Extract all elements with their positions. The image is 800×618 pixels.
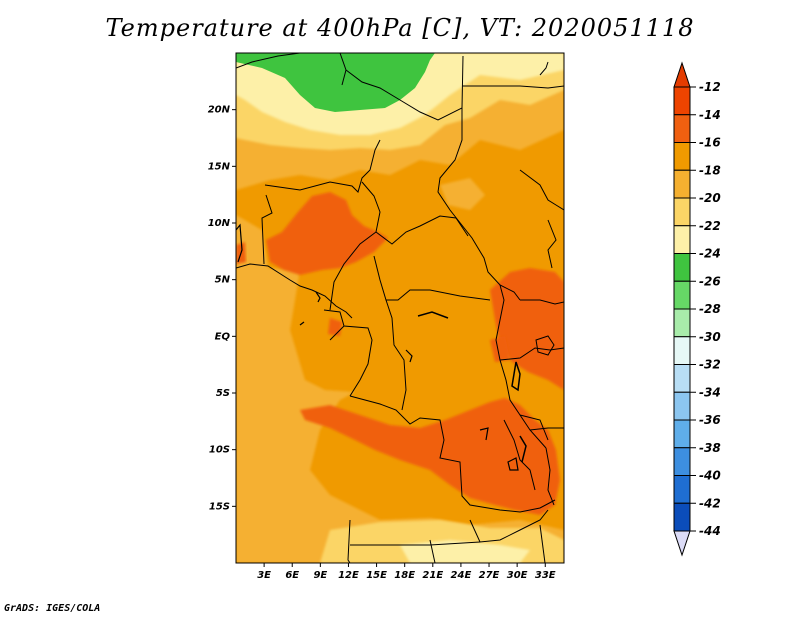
colorbar-label: -14 [699, 108, 721, 122]
colorbar-swatch [673, 225, 691, 254]
y-tick-label: EQ [215, 331, 231, 342]
colorbar-label: -42 [699, 496, 721, 510]
y-tick-label: 10N [208, 218, 231, 229]
colorbar-swatch [673, 169, 691, 199]
colorbar-swatch [673, 280, 691, 310]
region-green-cold-pool [236, 53, 435, 112]
grads-footer: GrADS: IGES/COLA [4, 603, 101, 614]
colorbar-swatch [673, 475, 691, 504]
y-tick-label: 15N [208, 161, 231, 172]
x-tick-label: 15E [366, 570, 387, 581]
x-tick-label: 18E [394, 570, 415, 581]
colorbar-label: -32 [699, 358, 721, 372]
colorbar-label: -26 [699, 274, 721, 288]
temperature-field [236, 53, 564, 563]
chart-title: Temperature at 400hPa [C], VT: 202005111… [105, 14, 695, 42]
x-tick-label: 27E [479, 570, 500, 581]
x-tick-label: 6E [285, 570, 299, 581]
y-tick-label: 5S [216, 388, 230, 399]
colorbar-under-triangle [673, 530, 691, 557]
colorbar-swatch [673, 419, 691, 449]
colorbar-label: -12 [699, 80, 721, 94]
x-tick-label: 9E [313, 570, 327, 581]
colorbar-label: -44 [699, 524, 721, 538]
plot-frame [235, 52, 565, 564]
colorbar-swatch [673, 308, 691, 338]
y-tick-label: 5N [215, 275, 231, 286]
x-tick-label: 12E [338, 570, 359, 581]
region-dark-orange-south [300, 398, 560, 515]
colorbar-swatch [673, 502, 691, 532]
colorbar-swatch [673, 447, 691, 476]
x-tick-label: 30E [507, 570, 528, 581]
colorbar-swatch [673, 197, 691, 227]
colorbar-label: -36 [699, 413, 721, 427]
colorbar: -12 -14 -16 -18 -20 -22 -24 -26 -28 -30 -32 -34 -36 -… [673, 61, 721, 557]
y-tick-label: 20N [208, 105, 231, 116]
x-tick-label: 21E [422, 570, 443, 581]
colorbar-label: -34 [699, 385, 721, 399]
colorbar-label: -28 [699, 302, 721, 316]
colorbar-label: -40 [699, 469, 721, 483]
x-tick-label: 3E [257, 570, 271, 581]
colorbar-swatch [673, 142, 691, 171]
colorbar-swatch [673, 336, 691, 365]
colorbar-label: -22 [699, 219, 721, 233]
region-dark-orange-patch-2 [490, 336, 510, 362]
x-axis: 3E 6E 9E 12E 15E 18E 21E 24E 27E 30E 33E [257, 563, 556, 581]
coastline-islands [236, 223, 519, 471]
country-borders [236, 53, 564, 563]
colorbar-swatch [673, 114, 691, 143]
region-pale-south [400, 540, 530, 563]
y-tick-label: 15S [209, 501, 230, 512]
colorbar-label: -20 [699, 191, 721, 205]
colorbar-swatch [673, 86, 691, 116]
region-dark-orange-east [490, 268, 564, 390]
colorbar-over-triangle [673, 61, 691, 88]
y-axis: 20N 15N 10N 5N EQ 5S 10S 15S [208, 105, 236, 512]
colorbar-label: -38 [699, 441, 721, 455]
colorbar-label: -18 [699, 163, 721, 177]
colorbar-label: -30 [699, 330, 721, 344]
colorbar-swatch [673, 391, 691, 421]
colorbar-swatch [673, 364, 691, 393]
colorbar-swatch [673, 253, 691, 282]
region-light-orange-ne-patch [440, 178, 485, 210]
region-dark-orange-nigeria [266, 192, 388, 275]
colorbar-label: -16 [699, 136, 721, 150]
y-tick-label: 10S [209, 445, 230, 456]
x-tick-label: 24E [451, 570, 472, 581]
x-tick-label: 33E [535, 570, 556, 581]
colorbar-label: -24 [699, 247, 721, 261]
